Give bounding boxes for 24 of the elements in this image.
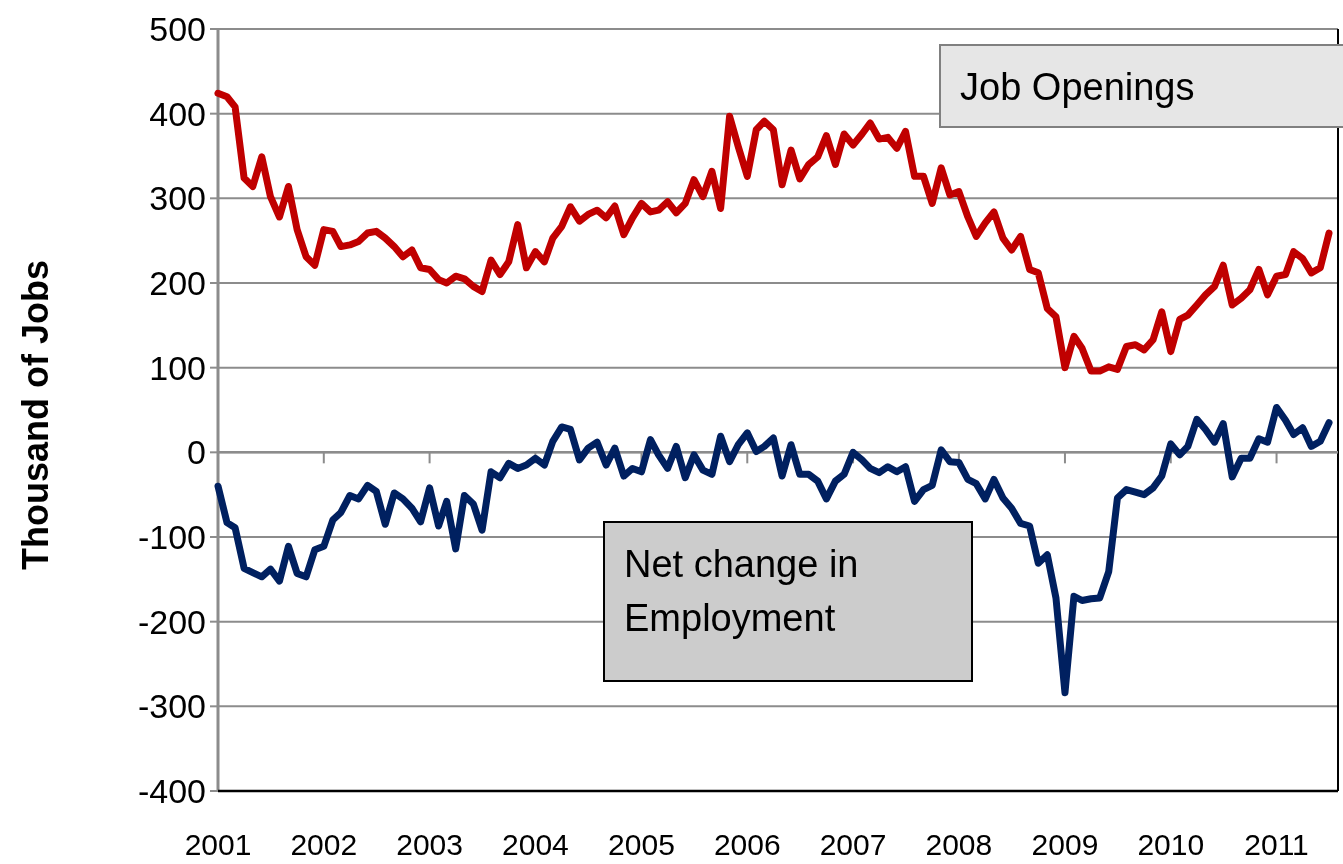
y-tick-label: 400 <box>149 94 206 133</box>
x-tick-label: 2004 <box>502 827 569 861</box>
x-tick-label: 2010 <box>1137 827 1205 861</box>
series-label: Job Openings <box>960 66 1195 109</box>
y-tick-label: -400 <box>137 771 206 810</box>
y-tick-label: 500 <box>149 9 206 48</box>
x-tick-label: 2011 <box>1244 827 1309 861</box>
x-tick-label: 2008 <box>925 827 993 861</box>
y-tick-label: 300 <box>149 179 206 218</box>
x-tick-label: 2009 <box>1031 827 1099 861</box>
y-tick-label: -300 <box>137 687 206 726</box>
y-tick-label: 100 <box>149 348 206 387</box>
series-label: Net change in Employment <box>624 543 859 639</box>
x-tick-label: 2003 <box>396 827 463 861</box>
y-tick-label: 200 <box>149 263 206 302</box>
y-tick-label: -200 <box>137 602 206 641</box>
x-tick-label: 2006 <box>713 827 781 861</box>
y-tick-label: -100 <box>137 517 206 556</box>
y-axis-title: Thousand of Jobs <box>15 260 56 570</box>
x-tick-label: 2005 <box>608 827 675 861</box>
x-tick-label: 2002 <box>290 827 358 861</box>
x-tick-label: 2007 <box>819 827 887 861</box>
y-tick-label: 0 <box>187 433 206 472</box>
x-tick-label: 2001 <box>184 827 252 861</box>
